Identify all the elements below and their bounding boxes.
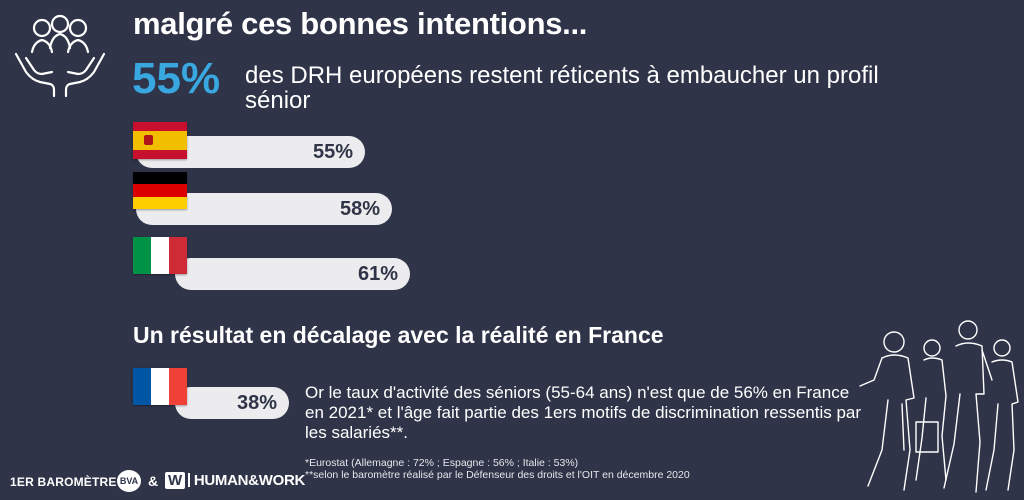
spain-flag xyxy=(133,122,187,159)
headline-text: des DRH européens restent réticents à em… xyxy=(245,62,879,114)
ampersand: & xyxy=(148,473,159,489)
spain-value: 55% xyxy=(312,140,353,163)
footnote-barometer: **selon le baromètre réalisé par le Défe… xyxy=(305,469,690,481)
germany-value: 58% xyxy=(339,197,380,220)
walking-people-illustration xyxy=(859,320,1019,493)
barometer-label: 1ER BAROMÈTRE xyxy=(10,475,117,489)
germany-flag xyxy=(133,172,187,209)
footnote-eurostat: *Eurostat (Allemagne : 72% ; Espagne : 5… xyxy=(305,457,579,469)
france-bar: 38% xyxy=(175,387,289,419)
people-in-hands-icon xyxy=(14,14,106,98)
italy-bar: 61% xyxy=(175,258,410,290)
france-description: Or le taux d'activité des séniors (55-64… xyxy=(305,383,862,442)
headline-percentage: 55% xyxy=(132,54,221,103)
human-work-mark: W xyxy=(165,472,185,489)
france-flag xyxy=(133,368,187,405)
france-value: 38% xyxy=(236,391,277,414)
section-title: Un résultat en décalage avec la réalité … xyxy=(133,322,664,348)
human-work-name: HUMAN&WORK xyxy=(193,472,306,489)
bva-logo: BVA xyxy=(117,470,141,492)
page-title: malgré ces bonnes intentions... xyxy=(133,6,588,41)
italy-value: 61% xyxy=(357,262,398,285)
human-work-logo: W HUMAN&WORK xyxy=(165,472,305,489)
italy-flag xyxy=(133,237,187,274)
